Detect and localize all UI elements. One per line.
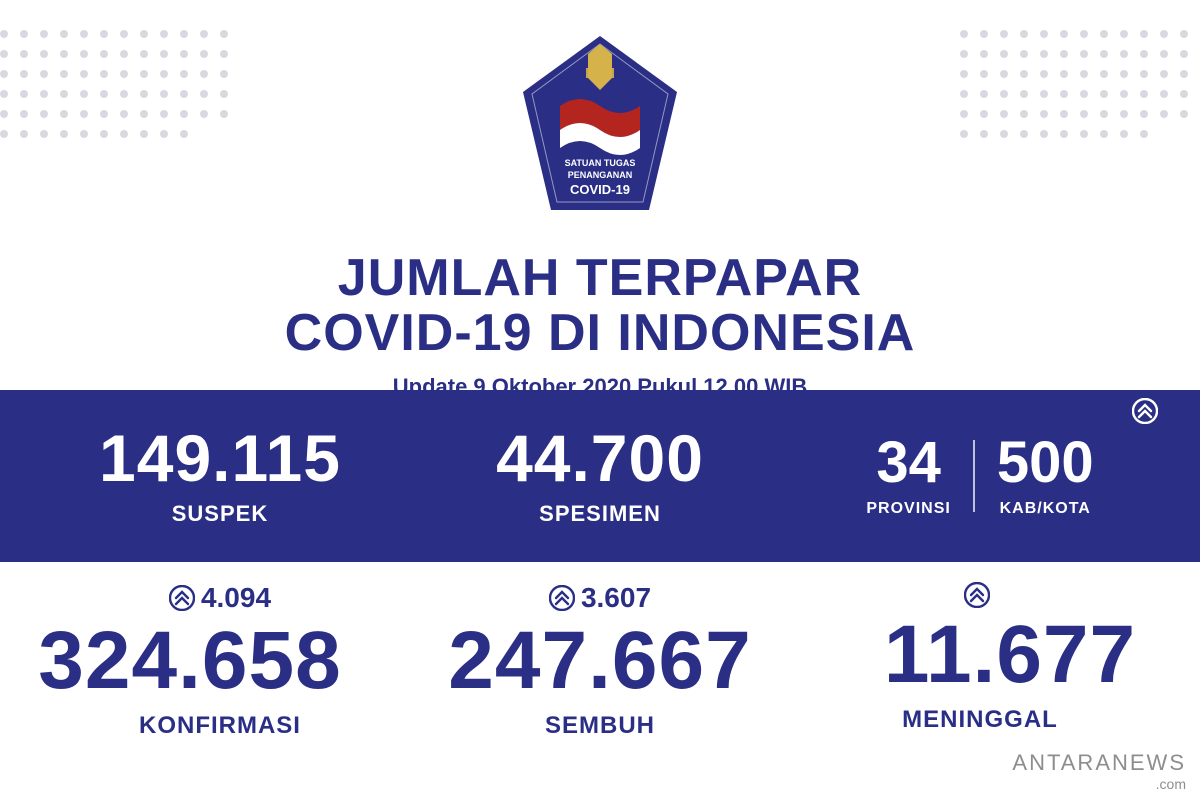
emblem-text-3: COVID-19: [570, 182, 630, 197]
main-title-line1: JUMLAH TERPAPAR: [0, 251, 1200, 306]
stat-konfirmasi: 4.094 324.658 KONFIRMASI: [30, 582, 410, 740]
provinsi-label: PROVINSI: [866, 500, 950, 518]
divider-line: [973, 440, 975, 512]
emblem-text-2: PENANGANAN: [568, 170, 633, 180]
title-block: JUMLAH TERPAPAR COVID-19 DI INDONESIA Up…: [0, 251, 1200, 400]
konfirmasi-increase-value: 4.094: [201, 582, 271, 614]
update-subtitle: Update 9 Oktober 2020 Pukul 12.00 WIB: [0, 374, 1200, 400]
up-icon: [169, 585, 195, 611]
watermark-domain: .com: [1012, 776, 1186, 792]
meninggal-value: 11.677: [884, 614, 1136, 696]
spesimen-value: 44.700: [410, 425, 790, 491]
stat-suspek: 149.115 SUSPEK: [30, 425, 410, 527]
sembuh-value: 247.667: [448, 620, 751, 702]
sembuh-increase-value: 3.607: [581, 582, 651, 614]
up-icon: [964, 582, 990, 608]
stat-spesimen: 44.700 SPESIMEN: [410, 425, 790, 527]
stats-row-1: 149.115 SUSPEK 44.700 SPESIMEN 34 PROVIN…: [0, 390, 1200, 562]
decorative-dots-right: [960, 30, 1200, 138]
main-title-line2: COVID-19 DI INDONESIA: [0, 306, 1200, 361]
taskforce-emblem: SATUAN TUGAS PENANGANAN COVID-19: [515, 30, 685, 225]
sembuh-increase: 3.607: [549, 582, 651, 614]
source-watermark: ANTARANEWS .com: [1012, 750, 1186, 792]
sembuh-label: SEMBUH: [448, 712, 751, 740]
konfirmasi-label: KONFIRMASI: [98, 712, 341, 740]
stat-sembuh: 3.607 247.667 SEMBUH: [410, 582, 790, 740]
suspek-value: 149.115: [30, 425, 410, 491]
kabkota-value: 500: [997, 434, 1094, 492]
konfirmasi-value: 324.658: [38, 620, 341, 702]
header-section: SATUAN TUGAS PENANGANAN COVID-19 JUMLAH …: [0, 0, 1200, 390]
meninggal-label: MENINGGAL: [884, 706, 1076, 734]
stat-meninggal: 11.677 MENINGGAL: [790, 582, 1170, 734]
stat-region: 34 PROVINSI 500 KAB/KOTA: [790, 434, 1170, 518]
kabkota-label: KAB/KOTA: [997, 500, 1094, 518]
provinsi-value: 34: [866, 434, 950, 492]
up-icon: [549, 585, 575, 611]
suspek-label: SUSPEK: [30, 501, 410, 527]
emblem-text-1: SATUAN TUGAS: [565, 158, 636, 168]
meninggal-increase: [964, 582, 996, 608]
watermark-brand: ANTARANEWS: [1012, 750, 1186, 775]
konfirmasi-increase: 4.094: [169, 582, 271, 614]
up-icon: [1132, 398, 1158, 424]
spesimen-label: SPESIMEN: [410, 501, 790, 527]
decorative-dots-left: [0, 30, 240, 138]
